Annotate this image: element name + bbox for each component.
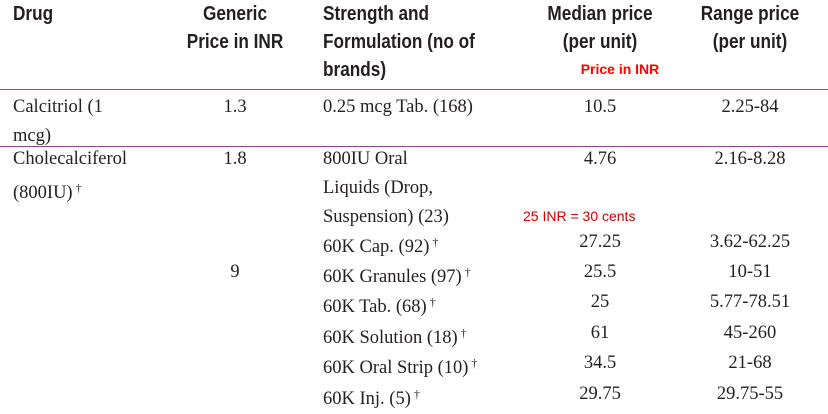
strength-line-3: Suspension) (23) bbox=[323, 207, 449, 227]
header-strength-line-3: brands) bbox=[323, 59, 387, 81]
row-60k-solution-median: 61 bbox=[590, 323, 610, 343]
row-60k-tab-strength: 60K Tab. (68) † bbox=[323, 295, 436, 317]
row-60k-tab-range: 5.77-78.51 bbox=[709, 292, 791, 312]
row-60k-oral-strip-range: 21-68 bbox=[728, 353, 772, 373]
row-calcitriol-generic: 1.3 bbox=[223, 97, 247, 117]
row-oral-liquids-strength: 800IU Oral Liquids (Drop, Suspension) (2… bbox=[323, 145, 449, 232]
header-range-line-1: Range price bbox=[700, 3, 800, 25]
footnote-dagger: † bbox=[460, 326, 467, 340]
row-calcitriol-drug: Calcitriol (1 mcg) bbox=[13, 93, 103, 151]
footnote-dagger: † bbox=[413, 387, 420, 401]
drug-name-line-2: (800IU) † bbox=[13, 181, 82, 203]
drug-name-line-2: mcg) bbox=[13, 126, 52, 146]
strength-line-2: Liquids (Drop, bbox=[323, 178, 433, 198]
row-cholecalciferol-generic: 1.8 bbox=[223, 149, 247, 169]
row-60k-granules-median: 25.5 bbox=[583, 262, 617, 282]
row-60k-inj-median: 29.75 bbox=[579, 384, 621, 404]
header-divider bbox=[0, 89, 828, 90]
row-calcitriol-median: 10.5 bbox=[583, 97, 617, 117]
header-median-price: Median price (per unit) bbox=[531, 0, 669, 56]
row-calcitriol-strength: 0.25 mcg Tab. (168) bbox=[323, 97, 473, 117]
row-60k-oral-strip-strength: 60K Oral Strip (10) † bbox=[323, 356, 478, 378]
header-drug: Drug bbox=[13, 3, 54, 25]
row-calcitriol-range: 2.25-84 bbox=[721, 97, 779, 117]
row-60k-cap-range: 3.62-62.25 bbox=[709, 232, 791, 252]
header-range-line-2: (per unit) bbox=[712, 31, 788, 53]
row-divider bbox=[0, 146, 828, 147]
header-strength-line-2: Formulation (no of bbox=[323, 31, 475, 53]
row-60k-solution-range: 45-260 bbox=[723, 323, 777, 343]
row-60k-tab-median: 25 bbox=[590, 292, 610, 312]
header-range-price: Range price (per unit) bbox=[681, 0, 819, 56]
row-oral-liquids-median: 4.76 bbox=[583, 149, 617, 169]
row-60k-cap-median: 27.25 bbox=[579, 232, 621, 252]
row-oral-liquids-range: 2.16-8.28 bbox=[714, 149, 786, 169]
header-generic-price: Generic Price in INR bbox=[171, 0, 300, 56]
row-60k-inj-strength: 60K Inj. (5) † bbox=[323, 387, 420, 409]
row-cholecalciferol-drug: Cholecalciferol (800IU) † bbox=[13, 145, 127, 208]
footnote-dagger: † bbox=[429, 295, 436, 309]
header-generic-line-1: Generic bbox=[202, 3, 268, 25]
header-median-line-1: Median price bbox=[547, 3, 653, 25]
header-strength-line-1: Strength and bbox=[323, 3, 430, 25]
header-median-line-2: (per unit) bbox=[562, 31, 638, 53]
header-generic-line-2: Price in INR bbox=[186, 31, 284, 53]
price-in-inr-annotation: Price in INR bbox=[580, 61, 660, 77]
header-strength-formulation: Strength and Formulation (no of brands) bbox=[323, 0, 475, 84]
footnote-dagger: † bbox=[464, 265, 471, 279]
row-60k-generic: 9 bbox=[230, 262, 240, 282]
drug-name-line-1: Cholecalciferol bbox=[13, 149, 128, 169]
row-60k-granules-strength: 60K Granules (97) † bbox=[323, 265, 471, 287]
row-60k-inj-range: 29.75-55 bbox=[716, 384, 784, 404]
row-60k-cap-strength: 60K Cap. (92) † bbox=[323, 235, 439, 257]
row-60k-solution-strength: 60K Solution (18) † bbox=[323, 326, 467, 348]
strength-line-1: 800IU Oral bbox=[323, 149, 408, 169]
currency-conversion-note: 25 INR = 30 cents bbox=[523, 208, 636, 224]
drug-name-line-1: Calcitriol (1 bbox=[13, 97, 103, 117]
footnote-dagger: † bbox=[432, 235, 439, 249]
row-60k-oral-strip-median: 34.5 bbox=[583, 353, 617, 373]
row-60k-granules-range: 10-51 bbox=[728, 262, 772, 282]
footnote-dagger: † bbox=[471, 356, 478, 370]
footnote-dagger: † bbox=[75, 181, 82, 195]
